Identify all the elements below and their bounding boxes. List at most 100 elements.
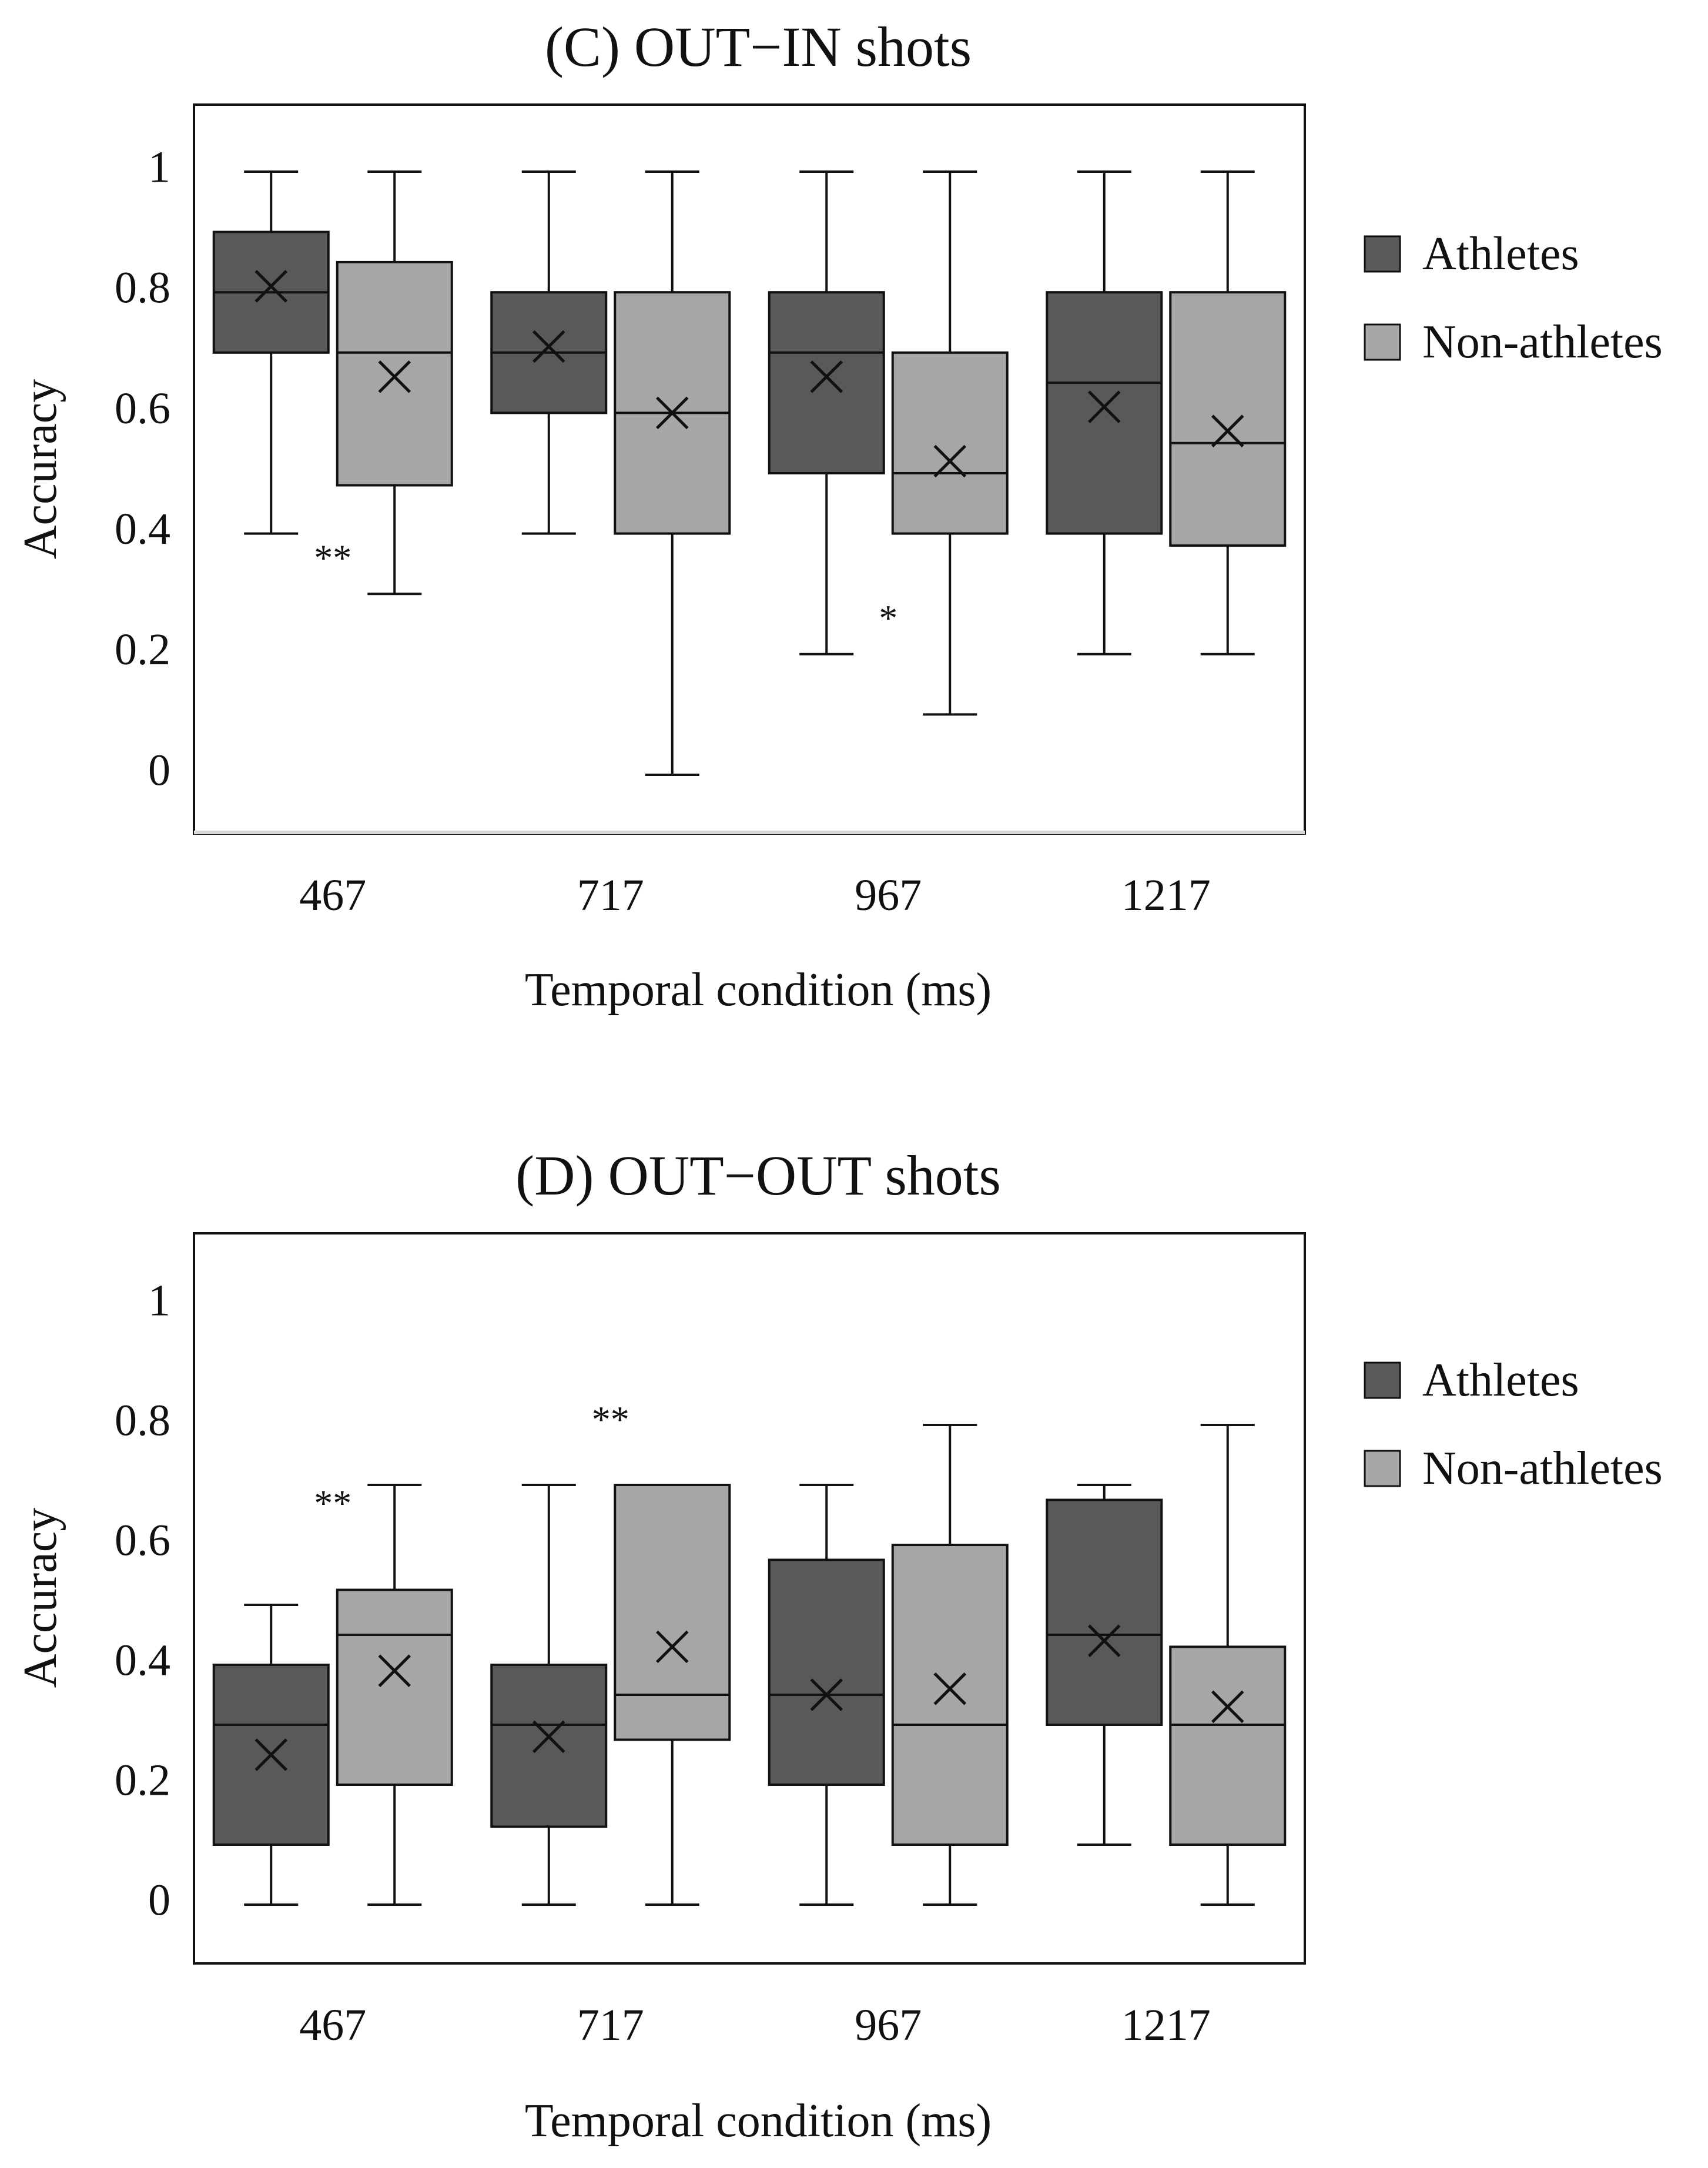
mean-marker-stroke	[254, 270, 288, 303]
mean-marker	[532, 1720, 565, 1754]
x-axis-label: Temporal condition (ms)	[525, 2095, 992, 2147]
box-iqr	[1169, 1645, 1287, 1846]
y-tick-label: 0.6	[115, 384, 170, 433]
panel-out-in: (C) OUT−IN shots 0 0.2 0.4 0.6 0.8 1 467…	[15, 15, 1663, 1016]
y-tick-label: 1	[148, 142, 170, 192]
box-iqr	[891, 351, 1009, 535]
x-tick-labels: 467 717 967 1217	[299, 2000, 1211, 2050]
panel-out-out: (D) OUT−OUT shots 0 0.2 0.4 0.6 0.8 1 46…	[15, 1144, 1663, 2147]
mean-marker-stroke	[378, 360, 411, 393]
box-iqr	[768, 291, 885, 474]
mean-marker-stroke	[1087, 390, 1121, 423]
box-athletes-467	[212, 170, 330, 535]
mean-marker	[532, 330, 565, 363]
box-iqr	[614, 1484, 731, 1741]
x-tick-label: 717	[577, 871, 644, 920]
mean-marker-stroke	[655, 1630, 689, 1664]
mean-marker-stroke	[655, 396, 689, 430]
chart-title: (C) OUT−IN shots	[545, 15, 972, 78]
legend-swatch-athletes	[1364, 235, 1401, 273]
box-non-athletes-967	[891, 170, 1009, 716]
legend-label-non-athletes: Non-athletes	[1422, 1443, 1663, 1494]
y-axis-label: Accuracy	[15, 379, 66, 559]
box-plots	[212, 170, 1287, 776]
box-non-athletes-467	[336, 170, 453, 595]
x-tick-label: 467	[299, 2000, 366, 2050]
mean-marker	[254, 270, 288, 303]
y-axis-label: Accuracy	[15, 1508, 66, 1688]
y-tick-label: 0.4	[115, 1635, 170, 1685]
mean-marker-stroke	[532, 1720, 565, 1754]
mean-marker-stroke	[933, 1672, 967, 1705]
mean-marker	[933, 444, 967, 478]
box-iqr	[336, 260, 453, 487]
legend-swatch-non-athletes	[1364, 1450, 1401, 1487]
box-athletes-717	[490, 170, 608, 535]
box-non-athletes-1217	[1169, 1424, 1287, 1906]
x-tick-label: 717	[577, 2000, 644, 2050]
y-tick-labels: 0 0.2 0.4 0.6 0.8 1	[115, 142, 170, 795]
mean-marker	[655, 1630, 689, 1664]
box-iqr	[891, 1544, 1009, 1846]
mean-marker	[810, 1678, 843, 1711]
significance-marks: ** *	[314, 537, 897, 640]
y-tick-label: 0.6	[115, 1515, 170, 1565]
legend-label-athletes: Athletes	[1422, 1354, 1579, 1406]
mean-marker-stroke	[254, 1738, 288, 1771]
significance-label: **	[314, 1483, 351, 1524]
box-iqr	[768, 1558, 885, 1786]
y-tick-labels: 0 0.2 0.4 0.6 0.8 1	[115, 1276, 170, 1925]
mean-marker-stroke	[1211, 1690, 1244, 1724]
x-axis-label: Temporal condition (ms)	[525, 964, 992, 1016]
mean-marker	[254, 1738, 288, 1771]
mean-marker	[1087, 1624, 1121, 1657]
box-non-athletes-717	[614, 170, 731, 776]
box-athletes-967	[768, 1484, 885, 1906]
box-iqr	[1046, 1498, 1163, 1726]
y-tick-label: 0	[148, 1875, 170, 1925]
y-tick-label: 0	[148, 745, 170, 795]
mean-marker	[378, 1654, 411, 1687]
box-non-athletes-967	[891, 1424, 1009, 1906]
legend-label-non-athletes: Non-athletes	[1422, 316, 1663, 368]
x-tick-label: 967	[855, 2000, 922, 2050]
box-athletes-967	[768, 170, 885, 655]
significance-label: *	[879, 597, 897, 639]
chart-title: (D) OUT−OUT shots	[515, 1144, 1001, 1207]
y-tick-label: 0.2	[115, 1755, 170, 1805]
box-iqr	[490, 1664, 608, 1828]
mean-marker	[933, 1672, 967, 1705]
box-non-athletes-1217	[1169, 170, 1287, 655]
box-athletes-467	[212, 1604, 330, 1906]
x-tick-label: 967	[855, 871, 922, 920]
mean-marker-stroke	[378, 1654, 411, 1687]
legend: Athletes Non-athletes	[1364, 1354, 1663, 1494]
mean-marker	[655, 396, 689, 430]
box-non-athletes-717	[614, 1484, 731, 1906]
box-plots	[212, 1424, 1287, 1906]
significance-marks: ** **	[314, 1399, 629, 1524]
box-athletes-1217	[1046, 1484, 1163, 1846]
significance-label: **	[314, 537, 351, 579]
mean-marker	[1211, 414, 1244, 447]
x-tick-label: 1217	[1121, 871, 1211, 920]
mean-marker-stroke	[1211, 414, 1244, 447]
legend-swatch-non-athletes	[1364, 323, 1401, 361]
x-tick-label: 467	[299, 871, 366, 920]
box-non-athletes-467	[336, 1484, 453, 1906]
y-tick-label: 1	[148, 1276, 170, 1325]
y-tick-label: 0.4	[115, 504, 170, 554]
mean-marker	[378, 360, 411, 393]
mean-marker-stroke	[1087, 1624, 1121, 1657]
mean-marker	[810, 360, 843, 393]
x-tick-label: 1217	[1121, 2000, 1211, 2050]
mean-marker-stroke	[532, 330, 565, 363]
mean-marker	[1211, 1690, 1244, 1724]
legend-label-athletes: Athletes	[1422, 228, 1579, 280]
significance-label: **	[592, 1399, 629, 1440]
box-iqr	[336, 1588, 453, 1786]
legend-swatch-athletes	[1364, 1361, 1401, 1399]
box-athletes-1217	[1046, 170, 1163, 655]
mean-marker	[1087, 390, 1121, 423]
